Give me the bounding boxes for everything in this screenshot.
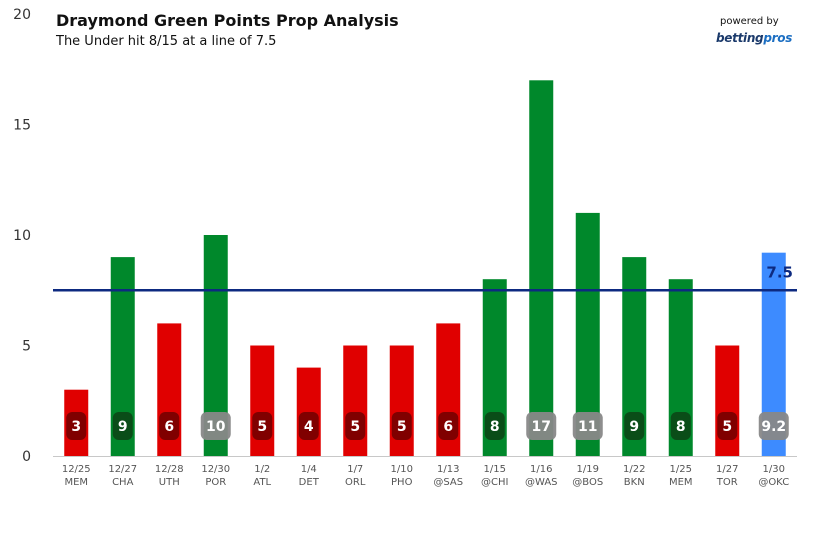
data-label-box xyxy=(670,412,691,440)
x-tick-date: 1/30 xyxy=(763,464,785,475)
x-tick-opponent: TOR xyxy=(716,477,738,488)
chart-subtitle: The Under hit 8/15 at a line of 7.5 xyxy=(56,34,277,49)
x-tick-opponent: ATL xyxy=(253,477,271,488)
data-label-box xyxy=(572,412,603,440)
data-label: 6 xyxy=(443,419,453,435)
x-tick-opponent: DET xyxy=(299,477,320,488)
data-label: 17 xyxy=(532,419,551,435)
x-tick-opponent: ORL xyxy=(345,477,366,488)
y-tick-label: 0 xyxy=(22,449,31,465)
data-label: 11 xyxy=(578,419,597,435)
data-label-box xyxy=(252,412,273,440)
y-tick-label: 10 xyxy=(13,228,31,244)
x-tick-date: 1/27 xyxy=(716,464,738,475)
x-tick-opponent: @OKC xyxy=(758,477,789,488)
data-label-box xyxy=(159,412,180,440)
data-label: 8 xyxy=(490,419,500,435)
chart-title: Draymond Green Points Prop Analysis xyxy=(56,11,399,30)
data-label: 9 xyxy=(629,419,639,435)
data-label: 9.2 xyxy=(761,419,786,435)
data-label: 3 xyxy=(71,419,81,435)
data-label-box xyxy=(298,412,319,440)
x-tick-date: 1/13 xyxy=(437,464,459,475)
x-tick-date: 1/2 xyxy=(254,464,270,475)
data-label: 5 xyxy=(722,419,732,435)
x-tick-opponent: @CHI xyxy=(481,477,508,488)
x-tick-date: 1/22 xyxy=(623,464,645,475)
data-label: 6 xyxy=(164,419,174,435)
x-tick-date: 1/19 xyxy=(577,464,599,475)
x-tick-opponent: @WAS xyxy=(525,477,558,488)
data-label-box xyxy=(526,412,557,440)
x-tick-date: 1/16 xyxy=(530,464,552,475)
x-tick-opponent: @BOS xyxy=(572,477,603,488)
logo-main-text: betting xyxy=(716,31,764,45)
data-label-box xyxy=(758,412,789,440)
prop-line-label: 7.5 xyxy=(766,263,793,281)
y-tick-label: 5 xyxy=(22,339,31,355)
x-tick-opponent: CHA xyxy=(112,477,134,488)
x-tick-opponent: MEM xyxy=(669,477,693,488)
data-label-box xyxy=(112,412,133,440)
x-tick-opponent: POR xyxy=(205,477,226,488)
data-label-box xyxy=(624,412,645,440)
logo-accent-text: pros xyxy=(763,31,793,45)
bar-over xyxy=(529,80,554,457)
x-tick-date: 1/15 xyxy=(484,464,506,475)
data-label-box xyxy=(484,412,505,440)
y-tick-label: 15 xyxy=(13,118,31,134)
data-label: 5 xyxy=(350,419,360,435)
bettingpros-logo: bettingpros xyxy=(716,31,796,45)
data-label: 10 xyxy=(206,419,226,435)
data-label: 8 xyxy=(676,419,686,435)
powered-by-text: powered by xyxy=(720,16,779,27)
bar-under xyxy=(296,367,321,456)
x-tick-date: 1/25 xyxy=(670,464,692,475)
data-label-box xyxy=(438,412,459,440)
y-tick-label: 20 xyxy=(13,7,31,23)
x-tick-opponent: UTH xyxy=(159,477,180,488)
data-label-box xyxy=(391,412,412,440)
x-tick-date: 12/25 xyxy=(62,464,91,475)
x-tick-date: 12/28 xyxy=(155,464,184,475)
x-tick-opponent: PHO xyxy=(391,477,413,488)
data-label-box xyxy=(200,412,231,440)
data-label: 5 xyxy=(397,419,407,435)
data-label-box xyxy=(717,412,738,440)
x-tick-date: 1/10 xyxy=(391,464,413,475)
x-tick-opponent: BKN xyxy=(624,477,645,488)
data-label: 5 xyxy=(257,419,267,435)
data-label: 4 xyxy=(304,419,314,435)
x-tick-date: 12/30 xyxy=(201,464,230,475)
x-tick-opponent: MEM xyxy=(64,477,88,488)
data-label-box xyxy=(345,412,366,440)
x-tick-date: 1/4 xyxy=(301,464,317,475)
brand-badge[interactable]: powered by bettingpros xyxy=(716,16,796,45)
x-tick-date: 12/27 xyxy=(108,464,137,475)
data-label: 9 xyxy=(118,419,128,435)
x-tick-opponent: @SAS xyxy=(433,477,463,488)
data-label-box xyxy=(66,412,87,440)
x-tick-date: 1/7 xyxy=(347,464,363,475)
